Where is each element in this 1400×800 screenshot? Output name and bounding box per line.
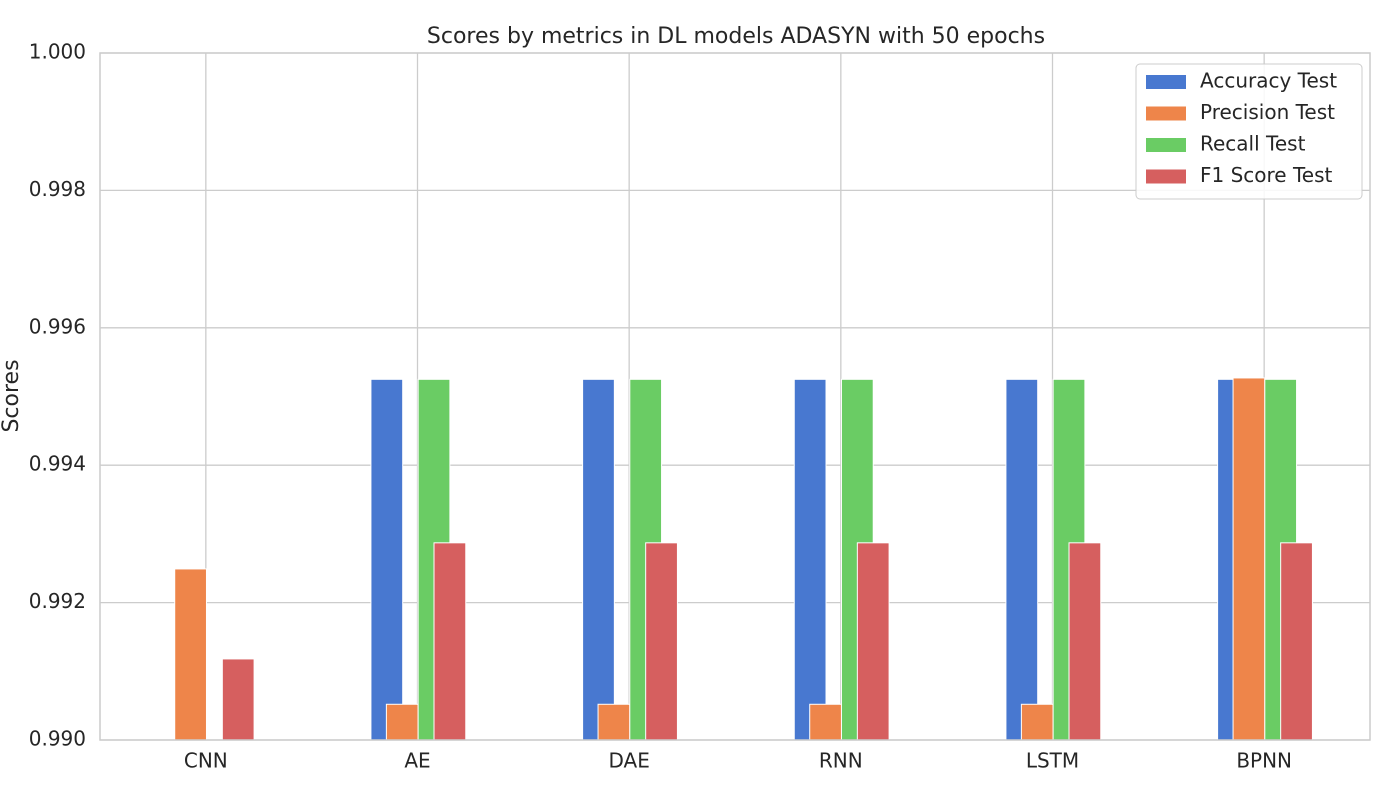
x-tick-label: DAE	[608, 749, 649, 773]
legend-swatch	[1146, 75, 1186, 89]
bar	[645, 542, 678, 740]
plot-frame	[99, 52, 1371, 741]
y-tick-label: 0.994	[29, 452, 86, 476]
bar	[793, 378, 827, 740]
y-axis-label: Scores	[0, 359, 24, 432]
legend-label: Accuracy Test	[1200, 69, 1337, 93]
bar	[809, 703, 842, 740]
y-tick-label: 1.000	[29, 40, 86, 64]
bar	[385, 703, 419, 740]
legend-label: Recall Test	[1200, 132, 1306, 156]
legend-swatch	[1146, 138, 1186, 152]
bar	[856, 542, 890, 740]
x-tick-label: RNN	[819, 749, 863, 773]
legend-label: F1 Score Test	[1200, 163, 1333, 187]
bar	[582, 378, 615, 740]
legend-swatch	[1146, 106, 1186, 121]
bar	[174, 568, 207, 740]
bars	[174, 377, 1313, 740]
chart-title: Scores by metrics in DL models ADASYN wi…	[427, 24, 1045, 49]
bar	[1020, 703, 1054, 740]
x-tick-label: LSTM	[1026, 749, 1079, 773]
legend-label: Precision Test	[1200, 100, 1335, 124]
x-tick-label: AE	[404, 749, 430, 773]
bar	[597, 703, 631, 740]
y-tick-label: 0.998	[29, 177, 86, 201]
bar	[1068, 542, 1102, 740]
legend-swatch	[1146, 169, 1186, 184]
y-tick-label: 0.992	[29, 589, 86, 613]
legend-box	[1135, 63, 1363, 200]
x-tick-label: BPNN	[1236, 749, 1292, 773]
bar	[1005, 378, 1039, 740]
y-tick-label: 0.996	[29, 314, 86, 338]
bar	[370, 378, 404, 740]
bar	[221, 658, 255, 740]
bar	[1232, 377, 1266, 740]
bar	[1280, 542, 1313, 740]
x-tick-label: CNN	[184, 749, 228, 773]
y-tick-label: 0.990	[29, 727, 86, 751]
bar	[433, 542, 467, 740]
